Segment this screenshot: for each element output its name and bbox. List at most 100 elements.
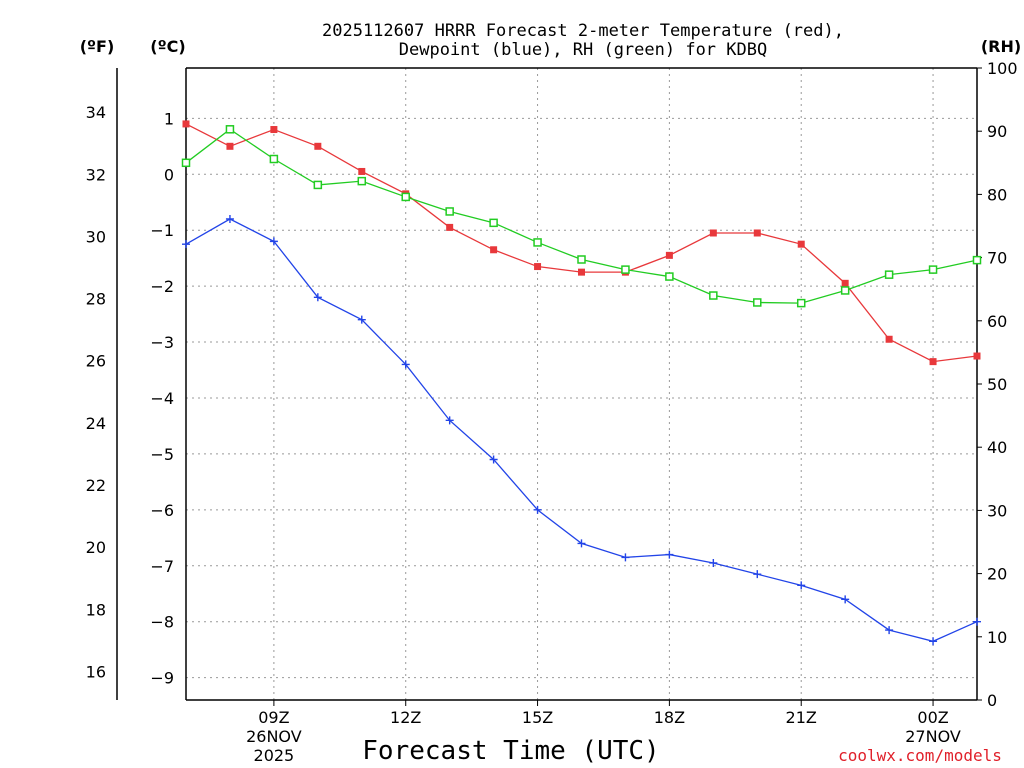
y-tick-label-celsius: 1: [164, 109, 174, 128]
y-tick-label-rh: 100: [987, 59, 1018, 78]
dewpoint-point: [929, 637, 938, 646]
chart-title-line2: Dewpoint (blue), RH (green) for KDBQ: [399, 40, 767, 60]
y-tick-label-fahrenheit: 16: [86, 662, 106, 681]
rh-point: [753, 298, 762, 307]
x-tick-label: 21Z: [786, 708, 817, 727]
y-tick-label-fahrenheit: 24: [86, 414, 106, 433]
temperature-point: [314, 142, 322, 150]
temperature-point: [578, 268, 585, 276]
series-line: [185, 218, 978, 642]
x-tick-year-label: 2025: [254, 746, 295, 765]
dewpoint-point: [182, 240, 190, 249]
x-tick-label: 15Z: [522, 708, 553, 727]
y-tick-label-fahrenheit: 28: [86, 290, 106, 309]
temperature-point: [490, 246, 498, 254]
dewpoint-point: [797, 581, 806, 590]
x-tick-label: 12Z: [390, 708, 421, 727]
temperature-point: [446, 223, 454, 231]
temperature-point: [841, 279, 849, 287]
dewpoint-point: [885, 626, 894, 635]
y-tick-label-rh: 20: [987, 565, 1007, 584]
rh-point: [357, 176, 367, 186]
dewpoint-point: [313, 293, 322, 302]
fahrenheit-unit-label: (ºF): [80, 37, 115, 56]
rh-point: [665, 272, 674, 281]
credit-text: coolwx.com/models: [838, 746, 1002, 765]
dewpoint-point: [621, 553, 630, 562]
rh-point: [225, 125, 235, 134]
y-tick-label-rh: 80: [987, 185, 1007, 204]
temperature-point: [929, 358, 937, 366]
rh-unit-label: (RH): [981, 37, 1021, 56]
rh-point: [445, 207, 454, 216]
series-line: [185, 123, 978, 363]
dewpoint-point: [577, 539, 586, 548]
x-tick-date-label: 27NOV: [905, 727, 961, 746]
y-tick-label-rh: 90: [987, 122, 1007, 141]
data-series: [181, 120, 982, 646]
rh-point: [709, 291, 718, 300]
x-axis-label: Forecast Time (UTC): [362, 736, 659, 766]
y-tick-label-rh: 40: [987, 438, 1007, 457]
rh-point: [796, 298, 806, 308]
rh-point: [533, 238, 542, 247]
y-tick-label-celsius: −2: [150, 277, 174, 296]
y-tick-label-celsius: 0: [164, 165, 174, 184]
dewpoint-point: [709, 558, 718, 567]
rh-point: [884, 270, 894, 279]
temperature-point: [226, 142, 234, 150]
temperature-point: [709, 229, 717, 237]
temperature-point: [885, 335, 893, 343]
y-tick-label-fahrenheit: 22: [86, 476, 106, 495]
x-tick-label: 00Z: [917, 708, 948, 727]
dewpoint-point: [225, 215, 234, 224]
temperature-point: [358, 167, 366, 175]
y-tick-label-fahrenheit: 32: [86, 165, 106, 184]
y-tick-label-celsius: −6: [150, 501, 174, 520]
x-tick-label: 18Z: [654, 708, 685, 727]
series-rh: [181, 125, 982, 308]
temperature-point: [534, 263, 542, 271]
celsius-unit-label: (ºC): [150, 37, 185, 56]
y-tick-label-fahrenheit: 18: [86, 600, 106, 619]
dewpoint-point: [533, 505, 542, 514]
series-line: [185, 128, 978, 304]
dewpoint-point: [753, 570, 762, 579]
temperature-point: [270, 126, 278, 134]
y-tick-label-fahrenheit: 26: [86, 352, 106, 371]
y-tick-label-fahrenheit: 20: [86, 538, 106, 557]
rh-point: [972, 255, 982, 265]
rh-point: [181, 158, 191, 168]
y-tick-label-rh: 30: [987, 501, 1007, 520]
series-dewpoint: [182, 215, 981, 646]
rh-point: [489, 218, 498, 228]
rh-point: [313, 180, 323, 190]
dewpoint-point: [665, 550, 674, 559]
y-tick-label-rh: 70: [987, 249, 1007, 268]
y-tick-label-fahrenheit: 30: [86, 227, 106, 246]
y-tick-label-celsius: −5: [150, 445, 174, 464]
dewpoint-point: [841, 595, 850, 604]
y-tick-label-celsius: −8: [150, 613, 174, 632]
temperature-point: [182, 120, 190, 128]
dewpoint-point: [269, 237, 278, 246]
chart-title-line1: 2025112607 HRRR Forecast 2-meter Tempera…: [322, 21, 844, 41]
y-tick-label-rh: 0: [987, 691, 997, 710]
y-tick-label-fahrenheit: 34: [86, 103, 106, 122]
rh-point: [269, 154, 279, 164]
rh-point: [577, 255, 586, 264]
rh-point: [840, 286, 850, 295]
dewpoint-point: [973, 617, 981, 626]
y-tick-label-celsius: −4: [150, 389, 174, 408]
y-tick-label-celsius: −9: [150, 669, 174, 688]
temperature-point: [753, 229, 761, 237]
temperature-point: [797, 240, 805, 248]
dewpoint-point: [445, 416, 454, 425]
temperature-point: [973, 352, 981, 360]
temperature-point: [665, 251, 673, 259]
rh-point: [401, 192, 410, 202]
y-tick-label-rh: 50: [987, 375, 1007, 394]
dewpoint-point: [401, 360, 410, 369]
gridlines: [186, 68, 977, 700]
